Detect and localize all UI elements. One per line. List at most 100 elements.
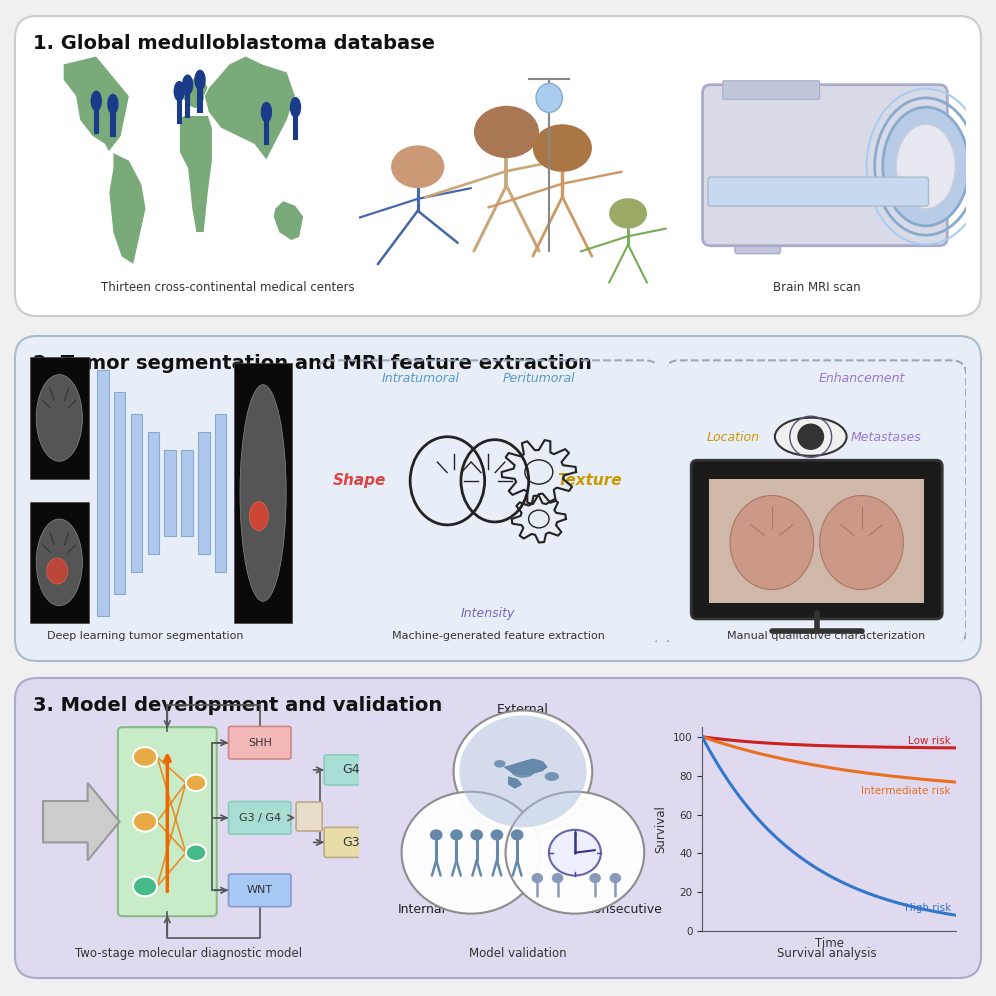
Text: External: External bbox=[497, 703, 549, 716]
Ellipse shape bbox=[545, 772, 559, 781]
Circle shape bbox=[195, 71, 205, 90]
Text: Enhancement: Enhancement bbox=[819, 373, 904, 385]
Circle shape bbox=[511, 830, 524, 841]
FancyBboxPatch shape bbox=[118, 727, 217, 916]
Circle shape bbox=[470, 830, 483, 841]
Circle shape bbox=[590, 872, 601, 883]
Ellipse shape bbox=[36, 519, 83, 606]
FancyBboxPatch shape bbox=[735, 198, 781, 254]
Text: Low risk: Low risk bbox=[908, 736, 951, 746]
Circle shape bbox=[549, 830, 601, 875]
Text: SHH: SHH bbox=[248, 738, 272, 748]
Circle shape bbox=[108, 95, 118, 114]
Text: Brain MRI scan: Brain MRI scan bbox=[773, 281, 861, 294]
Circle shape bbox=[132, 876, 157, 896]
Ellipse shape bbox=[36, 374, 83, 461]
Polygon shape bbox=[273, 200, 304, 241]
Text: Metastases: Metastases bbox=[851, 431, 921, 444]
Text: Shape: Shape bbox=[333, 473, 386, 488]
Polygon shape bbox=[63, 56, 129, 152]
Circle shape bbox=[532, 872, 543, 883]
Text: Margin: Margin bbox=[712, 549, 754, 562]
Ellipse shape bbox=[820, 496, 903, 590]
Ellipse shape bbox=[249, 502, 268, 531]
Text: Edema: Edema bbox=[878, 549, 921, 562]
FancyBboxPatch shape bbox=[98, 371, 109, 616]
Text: Survival analysis: Survival analysis bbox=[777, 947, 876, 960]
FancyBboxPatch shape bbox=[215, 413, 226, 573]
Circle shape bbox=[552, 872, 564, 883]
FancyBboxPatch shape bbox=[324, 828, 377, 858]
Circle shape bbox=[132, 747, 157, 767]
FancyBboxPatch shape bbox=[15, 336, 981, 661]
Text: 1. Global medulloblastoma database: 1. Global medulloblastoma database bbox=[33, 34, 435, 53]
FancyBboxPatch shape bbox=[691, 460, 942, 619]
FancyBboxPatch shape bbox=[296, 802, 323, 831]
Text: Deep learning tumor segmentation: Deep learning tumor segmentation bbox=[47, 631, 244, 641]
Text: G3 / G4: G3 / G4 bbox=[239, 813, 281, 823]
Text: Intensity: Intensity bbox=[461, 607, 515, 620]
Text: 2. Tumor segmentation and MRI feature extraction: 2. Tumor segmentation and MRI feature ex… bbox=[33, 354, 592, 373]
Ellipse shape bbox=[896, 124, 955, 209]
Text: Intratumoral: Intratumoral bbox=[381, 373, 459, 385]
Text: High risk: High risk bbox=[904, 903, 951, 913]
Circle shape bbox=[610, 872, 622, 883]
FancyBboxPatch shape bbox=[324, 755, 377, 785]
Ellipse shape bbox=[47, 558, 68, 584]
Text: Internal: Internal bbox=[397, 903, 446, 916]
Text: Machine-generated feature extraction: Machine-generated feature extraction bbox=[391, 631, 605, 641]
Circle shape bbox=[92, 92, 102, 111]
FancyBboxPatch shape bbox=[181, 450, 192, 536]
Ellipse shape bbox=[240, 384, 286, 602]
FancyBboxPatch shape bbox=[228, 874, 291, 906]
Circle shape bbox=[174, 82, 184, 101]
Circle shape bbox=[474, 106, 539, 158]
Text: 3. Model development and validation: 3. Model development and validation bbox=[33, 696, 442, 715]
Polygon shape bbox=[109, 152, 146, 265]
FancyBboxPatch shape bbox=[130, 413, 142, 573]
Polygon shape bbox=[204, 56, 296, 160]
FancyBboxPatch shape bbox=[709, 479, 924, 603]
Text: WNT: WNT bbox=[247, 885, 273, 895]
Text: Peritumoral: Peritumoral bbox=[503, 373, 575, 385]
FancyBboxPatch shape bbox=[30, 502, 89, 623]
Circle shape bbox=[610, 198, 647, 229]
Ellipse shape bbox=[730, 496, 814, 590]
FancyBboxPatch shape bbox=[30, 358, 89, 479]
Y-axis label: Survival: Survival bbox=[654, 805, 667, 854]
Circle shape bbox=[182, 75, 192, 95]
Polygon shape bbox=[179, 116, 212, 233]
FancyBboxPatch shape bbox=[228, 802, 291, 834]
Circle shape bbox=[261, 103, 271, 122]
Ellipse shape bbox=[494, 760, 506, 768]
FancyBboxPatch shape bbox=[164, 450, 176, 536]
Circle shape bbox=[459, 715, 587, 828]
FancyBboxPatch shape bbox=[15, 16, 981, 316]
Circle shape bbox=[391, 145, 444, 188]
Circle shape bbox=[533, 124, 592, 171]
FancyBboxPatch shape bbox=[723, 81, 820, 100]
Text: Thirteen cross-continental medical centers: Thirteen cross-continental medical cente… bbox=[101, 281, 355, 294]
Circle shape bbox=[453, 710, 593, 833]
FancyBboxPatch shape bbox=[15, 678, 981, 978]
FancyBboxPatch shape bbox=[228, 726, 291, 759]
Text: Consecutive: Consecutive bbox=[586, 903, 662, 916]
Circle shape bbox=[186, 775, 206, 791]
Circle shape bbox=[430, 830, 442, 841]
Ellipse shape bbox=[882, 108, 969, 226]
Circle shape bbox=[291, 98, 301, 117]
Polygon shape bbox=[508, 776, 523, 789]
Ellipse shape bbox=[536, 84, 563, 113]
Circle shape bbox=[491, 830, 503, 841]
Ellipse shape bbox=[775, 417, 847, 456]
Text: Two-stage molecular diagnostic model: Two-stage molecular diagnostic model bbox=[76, 947, 303, 960]
Text: G3: G3 bbox=[342, 836, 360, 849]
Polygon shape bbox=[503, 758, 548, 776]
Polygon shape bbox=[43, 783, 120, 861]
X-axis label: Time: Time bbox=[815, 937, 844, 950]
Circle shape bbox=[132, 812, 157, 832]
Circle shape bbox=[797, 423, 825, 450]
FancyBboxPatch shape bbox=[198, 432, 209, 554]
FancyBboxPatch shape bbox=[234, 363, 293, 623]
FancyBboxPatch shape bbox=[114, 391, 125, 594]
